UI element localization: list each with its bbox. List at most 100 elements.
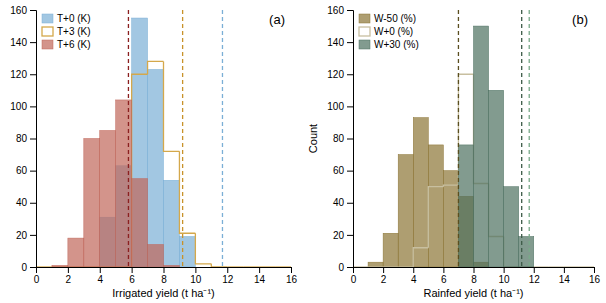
y-tick: 40: [333, 197, 353, 208]
y-tick: 20: [333, 230, 353, 241]
y-tick: 120: [10, 69, 36, 80]
reference-line: [529, 10, 530, 267]
histogram-step: [179, 151, 195, 233]
reference-line: [128, 10, 129, 267]
x-tick: 8: [471, 267, 477, 285]
histogram-bar: [52, 265, 68, 267]
y-tick-mark: [347, 106, 353, 107]
x-tick: 16: [286, 267, 298, 285]
histogram-bar: [243, 267, 259, 268]
histogram-bar: [534, 267, 549, 268]
histogram-bar: [164, 265, 180, 267]
histogram-step: [398, 266, 413, 267]
x-tick: 14: [254, 267, 266, 285]
y-tick-label: 100: [327, 101, 344, 112]
histogram-bar: [443, 267, 458, 268]
y-tick-label: 20: [333, 230, 345, 241]
series: [368, 118, 489, 267]
histogram-bar: [227, 267, 243, 268]
x-tick: 10: [190, 267, 202, 285]
y-tick: 20: [16, 230, 36, 241]
y-tick-mark: [347, 74, 353, 75]
legend-swatch: [359, 14, 370, 23]
histogram-bar: [100, 130, 116, 267]
x-tick: 2: [381, 267, 387, 285]
reference-line: [521, 10, 522, 267]
histogram-step: [368, 266, 383, 267]
x-tick: 6: [129, 267, 135, 285]
y-axis-title: Count: [307, 124, 319, 153]
histogram-bar: [579, 267, 594, 268]
x-tick-label: 12: [222, 274, 234, 285]
y-tick-mark: [30, 42, 36, 43]
histogram-step: [275, 266, 291, 267]
histogram-bar: [368, 267, 383, 268]
y-tick: 80: [333, 133, 353, 144]
y-tick-mark: [347, 10, 353, 11]
x-tick-mark: [68, 267, 69, 273]
histogram-step: [353, 266, 368, 267]
x-tick-mark: [594, 267, 595, 273]
histogram-bar: [564, 267, 579, 268]
y-tick-label: 100: [10, 101, 27, 112]
histogram-step: [132, 74, 148, 267]
x-tick-label: 4: [411, 274, 417, 285]
legend-entry: W-50 (%): [359, 13, 416, 24]
y-tick-label: 80: [16, 133, 28, 144]
y-tick-mark: [30, 139, 36, 140]
y-tick-mark: [30, 10, 36, 11]
y-tick-label: 80: [333, 133, 345, 144]
x-tick-mark: [100, 267, 101, 273]
reference-line: [182, 10, 183, 267]
histogram-bar: [179, 267, 195, 268]
legend-swatch: [42, 40, 53, 49]
histogram-bar: [36, 267, 52, 268]
x-tick: 0: [351, 267, 357, 285]
reference-line: [222, 10, 223, 267]
histogram-bar: [116, 100, 132, 267]
x-tick-label: 0: [351, 274, 357, 285]
y-tick: 0: [21, 262, 36, 273]
histogram-bar: [398, 267, 413, 268]
x-tick-mark: [443, 267, 444, 273]
y-tick-mark: [347, 139, 353, 140]
panel: 0246810121416020406080100120140160Irriga…: [10, 5, 297, 299]
x-tick-label: 16: [286, 274, 298, 285]
histogram-bar: [195, 267, 211, 268]
histogram-bar: [195, 267, 211, 268]
legend-label: T+0 (K): [57, 13, 91, 24]
x-tick: 8: [161, 267, 167, 285]
y-axis: 020406080100120140160: [10, 5, 36, 273]
histogram-bar: [259, 267, 275, 268]
histogram-step: [148, 61, 164, 74]
legend-label: W+30 (%): [374, 39, 419, 50]
x-tick: 14: [559, 267, 571, 285]
y-tick-label: 140: [327, 37, 344, 48]
y-tick-mark: [30, 267, 36, 268]
x-axis: 0246810121416: [351, 267, 601, 285]
histogram-bar: [84, 139, 100, 268]
histogram-step: [534, 266, 549, 267]
y-tick-mark: [30, 74, 36, 75]
histogram-step: [164, 61, 180, 151]
series: [52, 100, 180, 267]
y-tick-label: 0: [21, 262, 27, 273]
x-axis-line: [37, 268, 292, 274]
y-tick-label: 120: [10, 69, 27, 80]
panel-title: (a): [269, 12, 285, 27]
histogram-bar: [428, 145, 443, 267]
histogram-bar: [36, 267, 52, 268]
histogram-bar: [383, 233, 398, 267]
y-axis-line: [30, 11, 37, 268]
x-tick: 2: [66, 267, 72, 285]
x-tick-mark: [132, 267, 133, 273]
y-tick-label: 140: [10, 37, 27, 48]
histogram-bar: [132, 18, 148, 267]
y-tick-mark: [30, 106, 36, 107]
histogram-step: [52, 266, 68, 267]
histogram-bar: [353, 267, 368, 268]
legend-label: T+6 (K): [57, 39, 91, 50]
series: [100, 18, 196, 267]
legend-label: W+0 (%): [374, 26, 413, 37]
x-tick-label: 2: [66, 274, 72, 285]
